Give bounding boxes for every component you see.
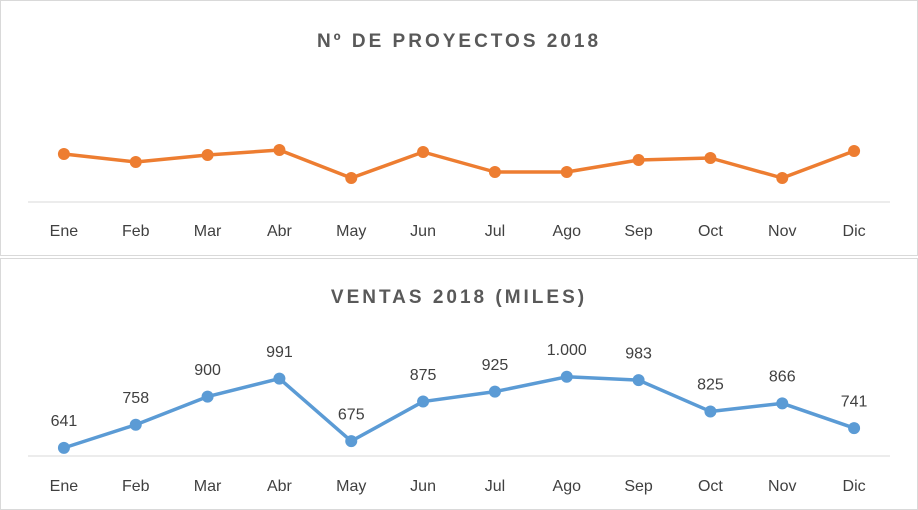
x-tick-label: Ago [553,478,582,495]
data-point [560,370,573,383]
data-label: 991 [266,344,293,361]
data-point [345,435,358,448]
x-tick-label: Abr [267,223,293,240]
chart-frame [0,258,918,510]
x-tick-label: Dic [843,223,866,240]
data-label: 983 [625,345,652,362]
x-tick-label: May [336,223,366,240]
x-tick-label: Ene [50,223,79,240]
data-label: 641 [51,413,78,430]
data-point [201,390,214,403]
data-point [488,385,501,398]
x-tick-label: Nov [768,223,796,240]
data-point [57,148,70,160]
x-tick-label: Jul [485,478,505,495]
data-point [632,374,645,387]
x-tick-label: Sep [624,478,653,495]
data-point [129,418,142,431]
data-label: 875 [410,367,437,384]
line [63,375,855,450]
x-tick-label: Dic [843,478,866,495]
x-tick-label: Ago [553,223,582,240]
x-tick-label: Oct [698,223,723,240]
data-point [488,166,501,178]
chart-frame [0,0,918,256]
data-point [776,397,789,410]
chart-title: VENTAS 2018 (MILES) [331,287,587,308]
data-point [704,405,717,418]
data-point [417,395,430,408]
data-label: 825 [697,377,724,394]
x-tick-label: Feb [122,223,150,240]
data-label: 925 [482,357,509,374]
data-point [345,172,358,184]
x-tick-label: Jun [410,223,436,240]
data-label: 675 [338,406,365,423]
x-tick-label: Oct [698,478,723,495]
data-point [560,166,573,178]
line [63,148,855,180]
data-point [129,156,142,168]
data-point [704,152,717,164]
data-label: 1.000 [547,342,587,359]
x-tick-label: Ene [50,478,79,495]
data-label: 866 [769,369,796,386]
x-tick-label: Mar [194,223,222,240]
data-point [273,144,286,156]
data-point [417,146,430,158]
data-point [57,441,70,454]
data-point [848,422,861,435]
chart-title: Nº DE PROYECTOS 2018 [317,31,601,52]
data-label: 758 [122,390,149,407]
x-tick-label: May [336,478,366,495]
x-tick-label: Nov [768,478,796,495]
x-tick-label: Jun [410,478,436,495]
x-tick-label: Abr [267,478,293,495]
data-point [201,149,214,161]
data-label: 741 [841,393,868,410]
data-point [273,372,286,385]
data-point [848,145,861,157]
data-label: 900 [194,362,221,379]
x-tick-label: Feb [122,478,150,495]
x-tick-label: Jul [485,223,505,240]
data-point [776,172,789,184]
x-tick-label: Sep [624,223,653,240]
data-point [632,154,645,166]
x-tick-label: Mar [194,478,222,495]
